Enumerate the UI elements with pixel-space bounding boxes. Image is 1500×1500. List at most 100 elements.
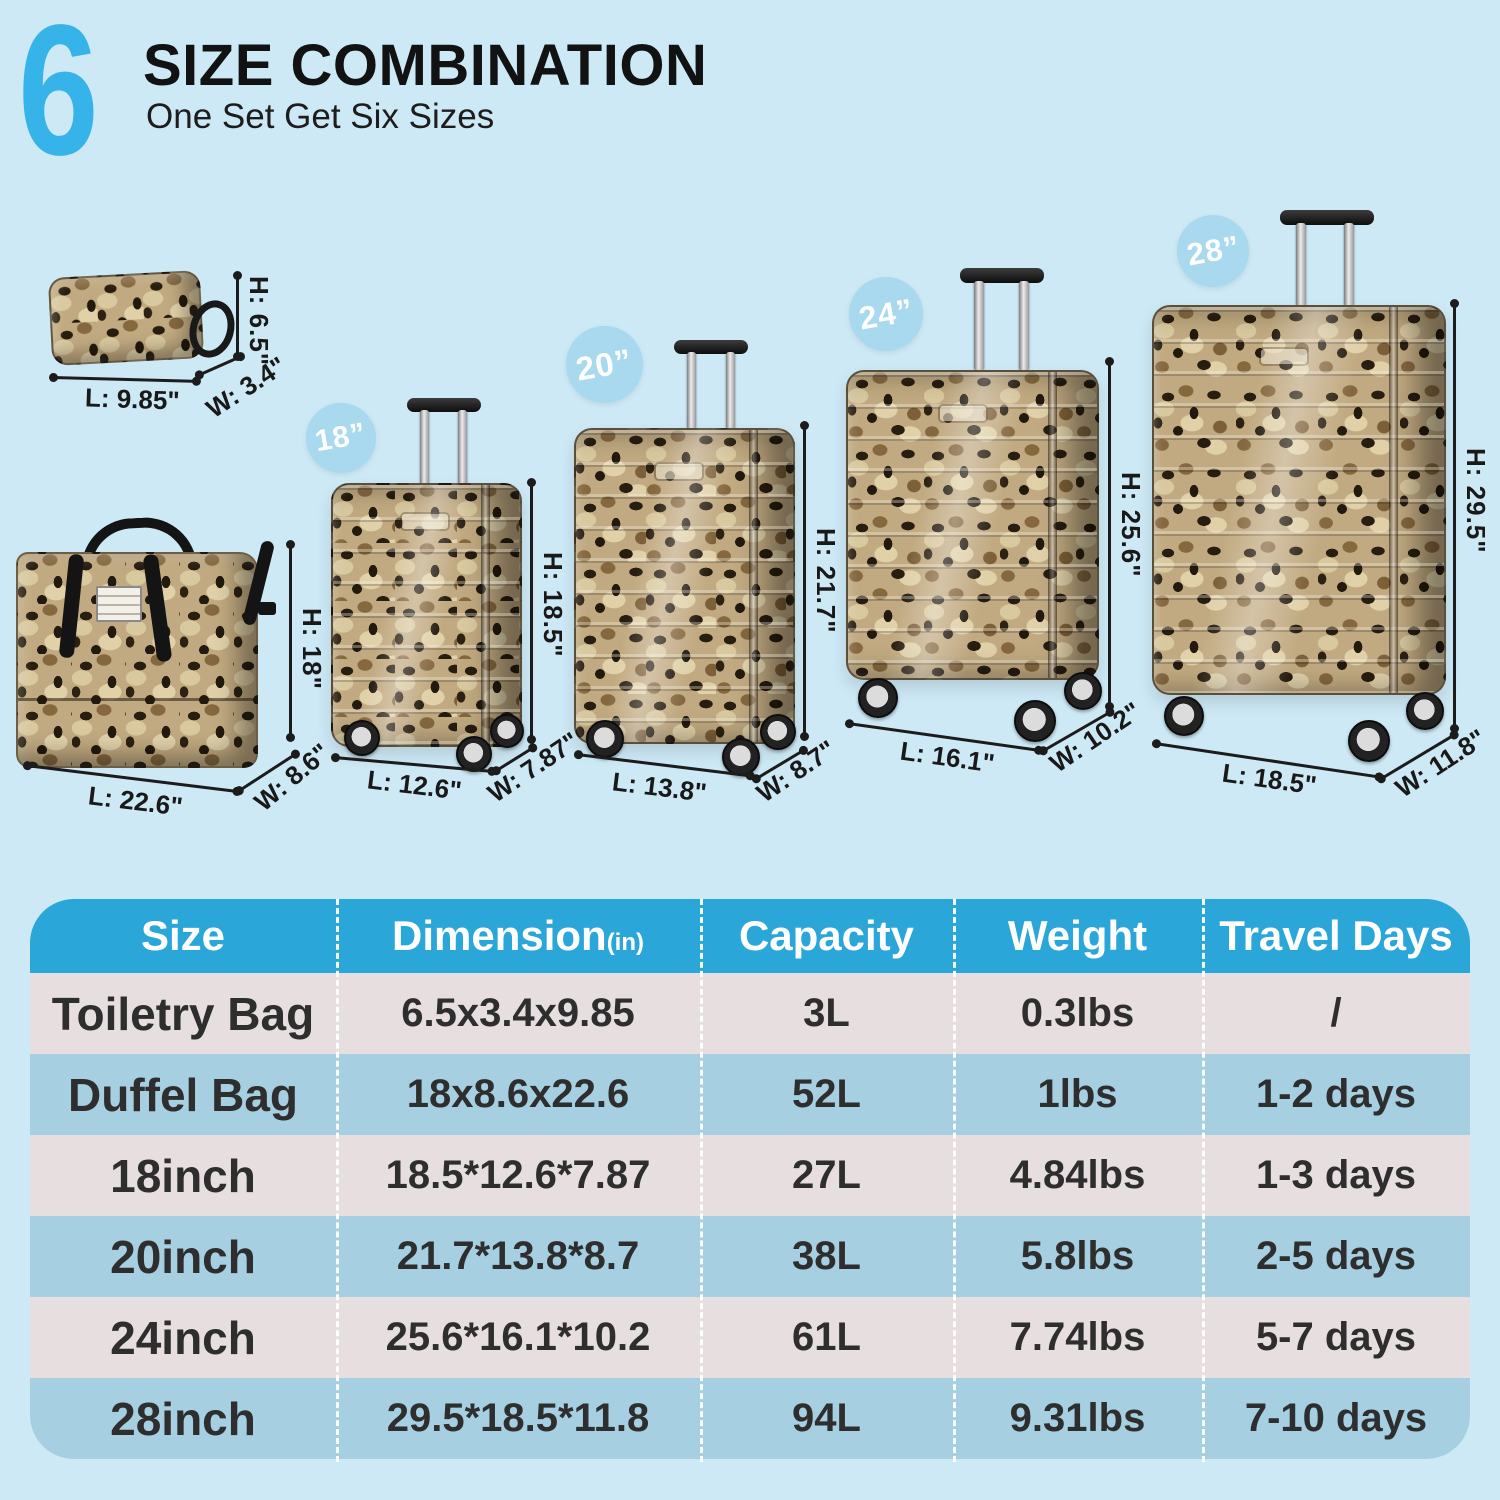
table-row-20inch: 20inch 21.7*13.8*8.7 38L 5.8lbs 2-5 days	[30, 1216, 1470, 1297]
cell-capacity: 3L	[803, 991, 850, 1035]
column-header-travel-days: Travel Days	[1219, 912, 1453, 959]
cell-size: Duffel Bag	[68, 1068, 298, 1121]
trolley-grip	[960, 268, 1044, 283]
case-gloss	[333, 485, 520, 745]
cell-weight: 7.74lbs	[1009, 1315, 1146, 1359]
dim-line-width	[197, 354, 243, 377]
page-title: SIZE COMBINATION	[143, 33, 708, 98]
cell-weight: 4.84lbs	[1009, 1153, 1146, 1197]
cell-dimension: 25.6*16.1*10.2	[385, 1315, 651, 1359]
cell-travel-days: 7-10 days	[1244, 1396, 1428, 1440]
wheel	[344, 720, 380, 756]
dim-line-height	[800, 421, 809, 741]
dim-line-height	[233, 271, 242, 361]
cell-weight: 9.31lbs	[1009, 1396, 1146, 1440]
cell-dimension: 6.5x3.4x9.85	[401, 991, 635, 1035]
cell-size: 28inch	[110, 1392, 256, 1445]
trolley-grip	[407, 398, 481, 412]
column-header-capacity: Capacity	[738, 912, 915, 959]
dim-label-height: H: 25.6"	[1116, 472, 1146, 578]
suitcase-20-photo	[574, 428, 795, 744]
trolley-grip	[1280, 210, 1374, 225]
case-zipper	[749, 430, 759, 742]
cell-weight: 0.3lbs	[1020, 991, 1135, 1035]
cell-capacity: 52L	[792, 1072, 861, 1116]
dim-label-height: H: 29.5"	[1461, 448, 1491, 554]
big-number-6: 6	[18, 0, 99, 194]
wheel	[1014, 700, 1056, 742]
duffel-buckle	[258, 602, 276, 615]
column-divider	[953, 899, 956, 1462]
dim-label-height: H: 21.7"	[811, 528, 841, 634]
wheel	[586, 720, 624, 758]
toiletry-bag-photo	[47, 270, 205, 366]
case-gloss	[848, 372, 1097, 678]
dim-line-height	[1450, 299, 1459, 733]
wheel	[760, 714, 796, 750]
table-row-28inch: 28inch 29.5*18.5*11.8 94L 9.31lbs 7-10 d…	[30, 1378, 1470, 1459]
case-brand-plate	[1261, 349, 1308, 365]
duffel-seam	[18, 698, 256, 702]
trolley-bar-right	[458, 410, 467, 486]
wheel	[1164, 696, 1204, 736]
wheel	[490, 714, 524, 748]
wheel	[1064, 672, 1102, 710]
duffel-brand-patch	[96, 586, 142, 622]
dim-label-width: W: 10.2"	[1044, 695, 1147, 779]
case-gloss	[576, 430, 793, 742]
column-header-size: Size	[140, 912, 226, 959]
case-zipper	[481, 485, 491, 745]
trolley-bar-right	[1019, 281, 1029, 371]
wheel	[858, 678, 898, 718]
case-gloss	[1154, 307, 1444, 693]
size-badge-20: 20”	[566, 326, 643, 403]
duffel-bag-photo	[16, 552, 258, 768]
dim-label-height: H: 18"	[297, 608, 327, 690]
cell-dimension: 18.5*12.6*7.87	[385, 1153, 651, 1197]
cell-size: 20inch	[110, 1230, 256, 1283]
trolley-bar-left	[420, 410, 429, 486]
table-row-18inch: 18inch 18.5*12.6*7.87 27L 4.84lbs 1-3 da…	[30, 1135, 1470, 1216]
trolley-bar-left	[974, 281, 984, 371]
cell-weight: 5.8lbs	[1020, 1234, 1135, 1278]
suitcase-18-photo	[331, 483, 522, 747]
cell-dimension: 29.5*18.5*11.8	[386, 1396, 650, 1440]
column-divider	[336, 899, 339, 1462]
size-badge-24: 24”	[849, 277, 923, 351]
column-header-dimension-label: Dimension	[391, 912, 607, 959]
cell-capacity: 61L	[792, 1315, 861, 1359]
cell-capacity: 27L	[792, 1153, 861, 1197]
cell-travel-days: /	[1330, 991, 1342, 1035]
cell-size: 18inch	[110, 1149, 256, 1202]
column-header-weight: Weight	[1007, 912, 1148, 959]
dim-line-length	[51, 376, 198, 383]
size-table: Size Dimension(in) Capacity Weight Trave…	[30, 899, 1470, 1462]
size-badge-28: 28”	[1177, 215, 1249, 287]
column-header-dimension: Dimension(in)	[336, 912, 700, 960]
trolley-bar-left	[687, 352, 696, 430]
cell-size: Toiletry Bag	[51, 987, 315, 1040]
size-badge-18: 18”	[306, 403, 376, 473]
dim-line-height	[527, 478, 536, 744]
case-zipper	[1388, 307, 1398, 693]
wheel	[1348, 720, 1390, 762]
cell-travel-days: 1-3 days	[1255, 1153, 1417, 1197]
case-brand-plate	[402, 513, 449, 529]
table-row-24inch: 24inch 25.6*16.1*10.2 61L 7.74lbs 5-7 da…	[30, 1297, 1470, 1378]
suitcase-24-photo	[846, 370, 1099, 680]
page-subtitle: One Set Get Six Sizes	[146, 97, 495, 136]
column-divider	[1202, 899, 1205, 1462]
table-row-toiletry-bag: Toiletry Bag 6.5x3.4x9.85 3L 0.3lbs /	[30, 973, 1470, 1054]
dim-label-height: H: 6.5"	[244, 276, 274, 367]
case-brand-plate	[940, 405, 987, 421]
cell-capacity: 94L	[792, 1396, 861, 1440]
column-divider	[700, 899, 703, 1462]
wheel	[1406, 692, 1444, 730]
cell-weight: 1lbs	[1037, 1072, 1118, 1116]
suitcase-28-photo	[1152, 305, 1446, 695]
trolley-grip	[674, 340, 748, 354]
wheel	[722, 738, 760, 776]
table-row-duffel-bag: Duffel Bag 18x8.6x22.6 52L 1lbs 1-2 days	[30, 1054, 1470, 1135]
dim-label-length: L: 9.85"	[84, 382, 181, 416]
cell-dimension: 21.7*13.8*8.7	[396, 1234, 640, 1278]
